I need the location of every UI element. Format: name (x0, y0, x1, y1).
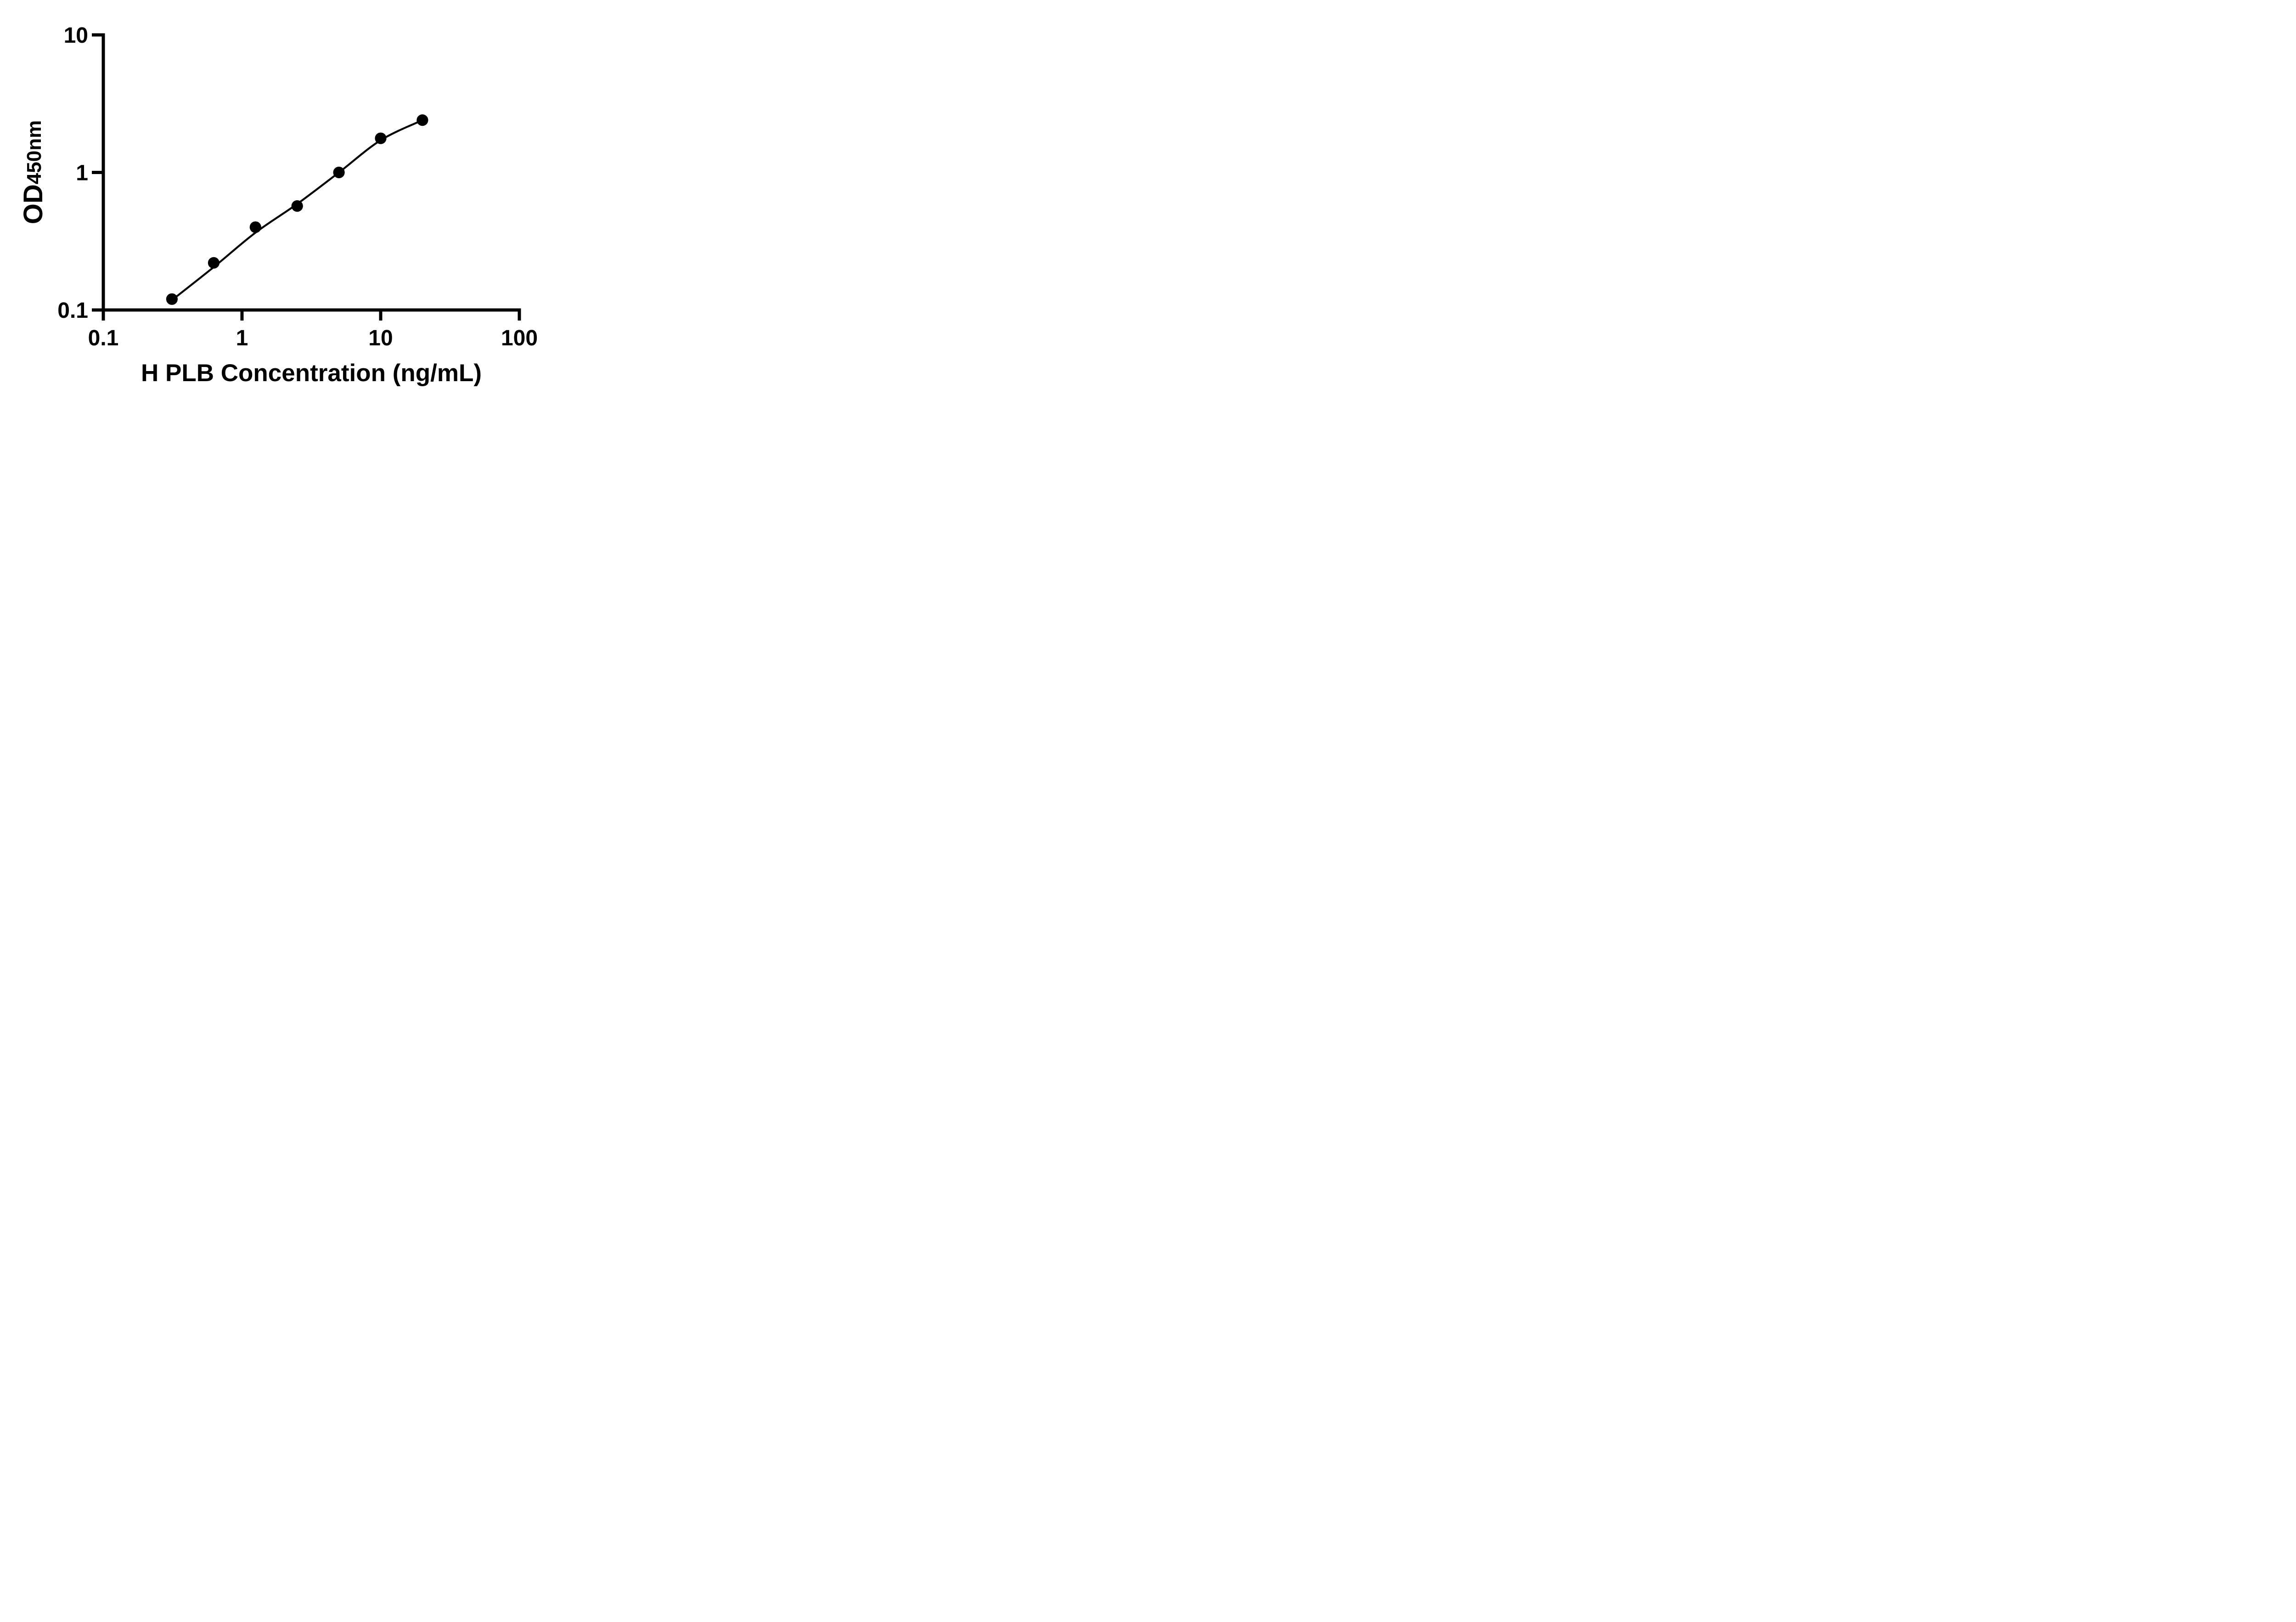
data-point (249, 221, 261, 233)
chart-svg: 10 1 0.1 0.1 1 10 100 H PLB Concentratio… (18, 23, 538, 387)
data-point (208, 257, 219, 269)
y-tick-label-10: 10 (64, 23, 88, 48)
data-point-layer (166, 114, 428, 305)
x-tick-label-1: 1 (236, 326, 248, 350)
y-tick-label-0.1: 0.1 (57, 298, 88, 323)
data-point (166, 293, 178, 305)
y-tick-label-1: 1 (76, 161, 88, 186)
data-point (291, 200, 303, 212)
y-axis-title: OD450nm (18, 120, 48, 224)
x-axis-title: H PLB Concentration (ng/mL) (141, 360, 482, 387)
data-point (375, 132, 387, 144)
x-tick-label-0.1: 0.1 (88, 326, 119, 350)
axes (92, 33, 521, 321)
x-tick-label-100: 100 (501, 326, 538, 350)
y-axis-title-main: OD (18, 184, 48, 224)
elisa-standard-curve-figure: 10 1 0.1 0.1 1 10 100 H PLB Concentratio… (0, 0, 580, 406)
y-axis-title-subscript: 450nm (23, 120, 45, 184)
x-tick-label-10: 10 (368, 326, 393, 350)
data-point (416, 114, 428, 126)
data-point (333, 166, 345, 179)
